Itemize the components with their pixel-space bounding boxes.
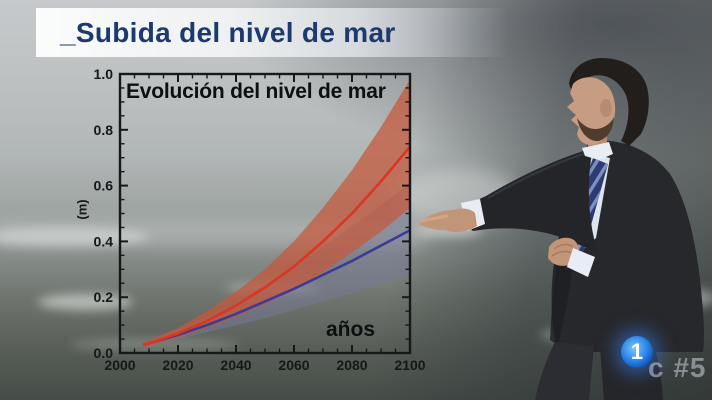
headline-text: _Subida del nivel de mar bbox=[60, 17, 396, 48]
presenter-cheek-shade bbox=[600, 99, 612, 117]
chart-y-axis-label: (m) bbox=[74, 199, 90, 220]
svg-text:0.0: 0.0 bbox=[94, 345, 114, 361]
svg-text:0.8: 0.8 bbox=[94, 122, 114, 138]
svg-text:2020: 2020 bbox=[162, 357, 193, 373]
headline-banner: _Subida del nivel de mar bbox=[36, 8, 508, 57]
svg-text:2100: 2100 bbox=[394, 357, 425, 373]
presenter-lapel bbox=[550, 148, 588, 345]
presenter-index-finger bbox=[419, 214, 449, 223]
channel-la1-logo: 1 bbox=[621, 336, 653, 368]
presenter-arm-highlight bbox=[487, 151, 591, 199]
wave-foam bbox=[416, 226, 482, 237]
svg-text:0.2: 0.2 bbox=[94, 289, 114, 305]
svg-text:2080: 2080 bbox=[336, 357, 367, 373]
svg-text:2000: 2000 bbox=[104, 357, 135, 373]
presenter-photo bbox=[419, 58, 704, 400]
corner-watermark: c #5 bbox=[648, 352, 707, 383]
chart-title: Evolución del nivel de mar bbox=[126, 80, 386, 103]
svg-text:2060: 2060 bbox=[278, 357, 309, 373]
presenter-collar bbox=[582, 142, 613, 160]
wave-foam bbox=[38, 294, 133, 310]
presenter-beard bbox=[577, 117, 614, 142]
svg-text:0.4: 0.4 bbox=[94, 233, 114, 249]
chart-x-axis-label: años bbox=[326, 318, 376, 341]
svg-text:0.6: 0.6 bbox=[94, 178, 114, 194]
channel-logo-number: 1 bbox=[630, 339, 644, 364]
presenter-left-cuff bbox=[567, 248, 595, 277]
sea-level-chart: 2000 2020 2040 2060 2080 2100 0.0 0.2 0.4 0.6 0.8 1… bbox=[94, 66, 426, 373]
presenter-pointing-hand bbox=[420, 208, 477, 233]
svg-text:2040: 2040 bbox=[220, 357, 251, 373]
presenter-front-leg bbox=[535, 342, 594, 400]
presenter-pointing-arm bbox=[463, 148, 598, 253]
svg-text:1.0: 1.0 bbox=[94, 66, 114, 82]
wave-foam bbox=[0, 228, 150, 246]
presenter-hair bbox=[569, 58, 649, 146]
